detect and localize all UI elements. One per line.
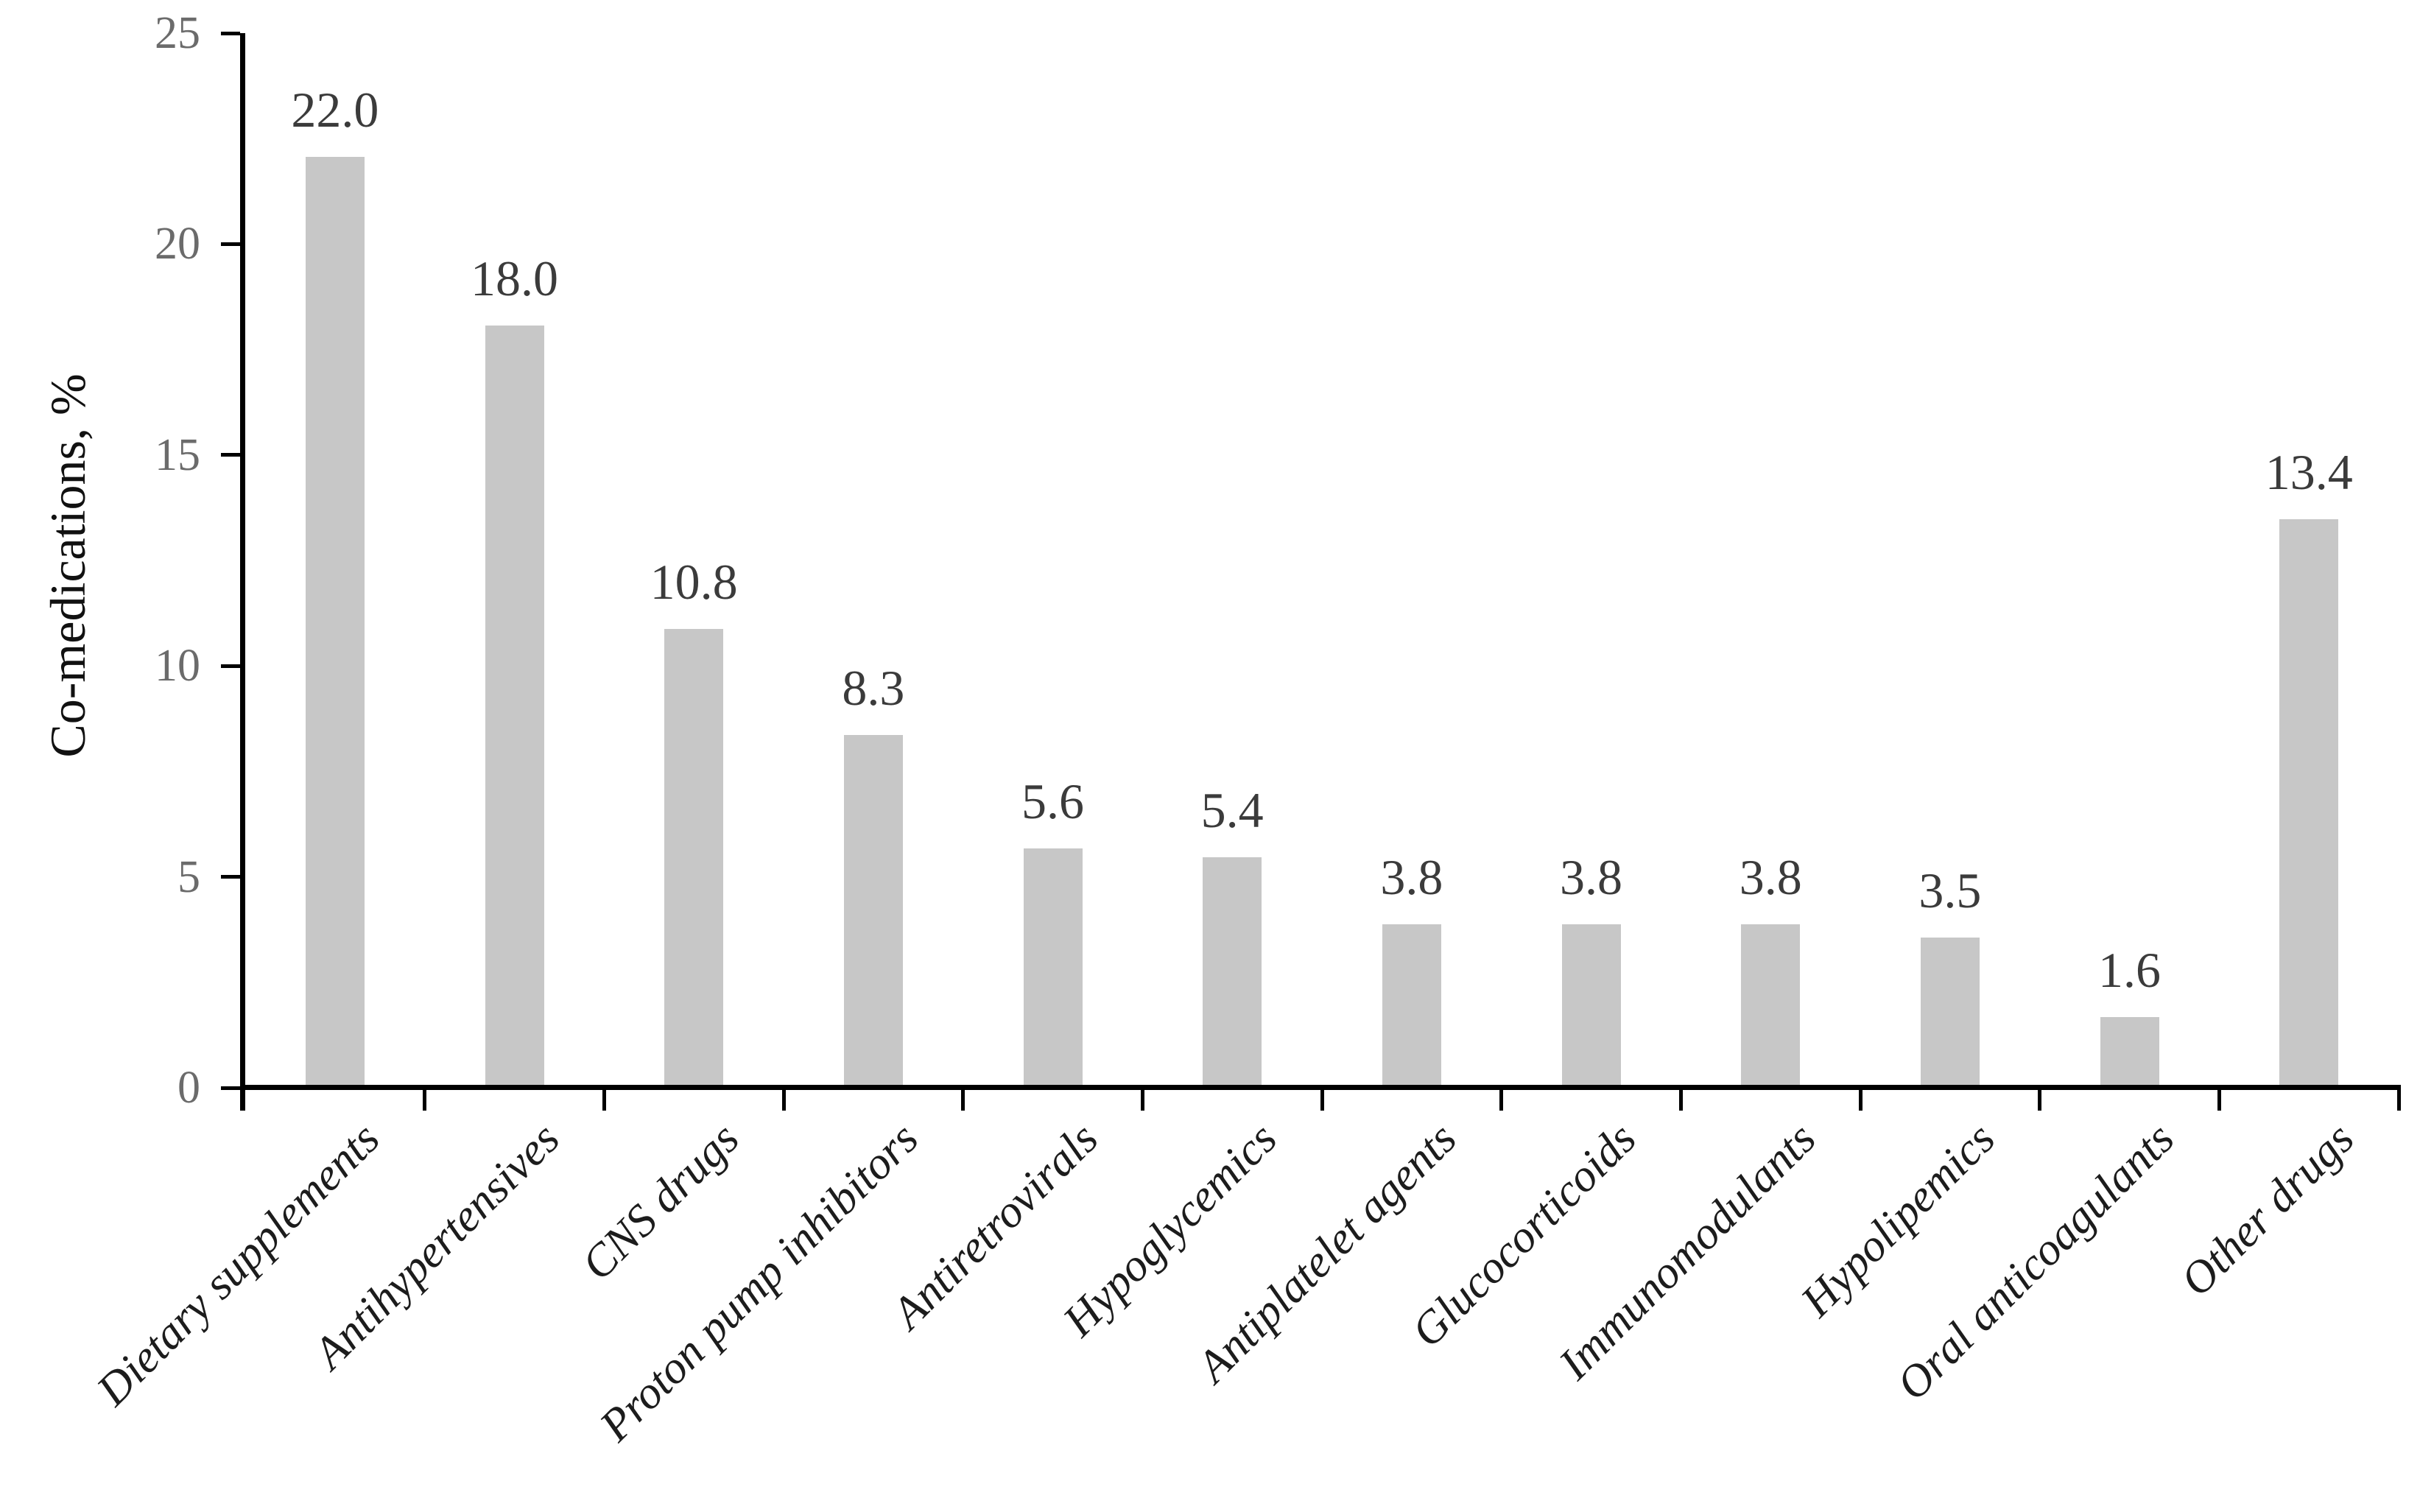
bar-value-label: 10.8 bbox=[650, 554, 738, 611]
bar bbox=[1741, 924, 1801, 1085]
y-tick-mark bbox=[221, 31, 240, 35]
bar-value-label: 8.3 bbox=[842, 659, 905, 716]
y-tick-mark bbox=[221, 242, 240, 246]
y-tick-label: 0 bbox=[177, 1063, 200, 1113]
bar bbox=[664, 629, 724, 1085]
x-tick-mark bbox=[1858, 1090, 1863, 1111]
x-tick-mark bbox=[2217, 1090, 2221, 1111]
bar bbox=[1203, 857, 1262, 1085]
y-tick-mark bbox=[221, 453, 240, 457]
y-tick-label: 15 bbox=[155, 429, 200, 480]
bar-value-label: 1.6 bbox=[2098, 942, 2162, 999]
x-category-label: Proton pump inhibitors bbox=[590, 1113, 928, 1451]
bar bbox=[1561, 924, 1621, 1085]
bar-value-label: 5.4 bbox=[1200, 781, 1264, 838]
x-axis-line bbox=[240, 1085, 2402, 1090]
y-tick-label: 5 bbox=[177, 851, 200, 902]
x-tick-mark bbox=[2396, 1090, 2401, 1111]
bar-value-label: 3.8 bbox=[1560, 849, 1623, 906]
bar-value-label: 3.8 bbox=[1380, 849, 1443, 906]
x-category-label: Other drugs bbox=[2170, 1113, 2364, 1307]
y-tick-mark bbox=[221, 1086, 240, 1090]
bar-value-label: 18.0 bbox=[471, 250, 558, 306]
x-tick-mark bbox=[1678, 1090, 1683, 1111]
x-tick-mark bbox=[1499, 1090, 1504, 1111]
x-tick-mark bbox=[2038, 1090, 2042, 1111]
y-tick-label: 20 bbox=[155, 219, 200, 270]
bar-value-label: 3.8 bbox=[1739, 849, 1802, 906]
y-tick-mark bbox=[221, 875, 240, 879]
x-category-label: CNS drugs bbox=[571, 1113, 749, 1290]
bar bbox=[843, 734, 903, 1085]
y-tick-mark bbox=[221, 664, 240, 668]
bar bbox=[1382, 924, 1441, 1085]
y-axis-title: Co-medications, % bbox=[40, 373, 96, 758]
bar bbox=[2100, 1017, 2159, 1085]
bar bbox=[485, 325, 544, 1085]
x-tick-mark bbox=[1140, 1090, 1144, 1111]
bar-value-label: 13.4 bbox=[2265, 444, 2353, 501]
bar-value-label: 22.0 bbox=[291, 81, 379, 138]
bar bbox=[305, 156, 365, 1085]
bar-value-label: 5.6 bbox=[1021, 773, 1084, 830]
bar-value-label: 3.5 bbox=[1918, 862, 1982, 918]
y-axis-line bbox=[240, 33, 245, 1111]
x-tick-mark bbox=[423, 1090, 427, 1111]
x-tick-mark bbox=[781, 1090, 786, 1111]
x-tick-mark bbox=[961, 1090, 965, 1111]
x-tick-mark bbox=[602, 1090, 606, 1111]
bar bbox=[1023, 848, 1083, 1085]
x-tick-mark bbox=[1320, 1090, 1324, 1111]
bar bbox=[2279, 519, 2339, 1085]
y-tick-label: 10 bbox=[155, 641, 200, 692]
bar bbox=[1920, 937, 1980, 1085]
y-tick-label: 25 bbox=[155, 8, 200, 58]
